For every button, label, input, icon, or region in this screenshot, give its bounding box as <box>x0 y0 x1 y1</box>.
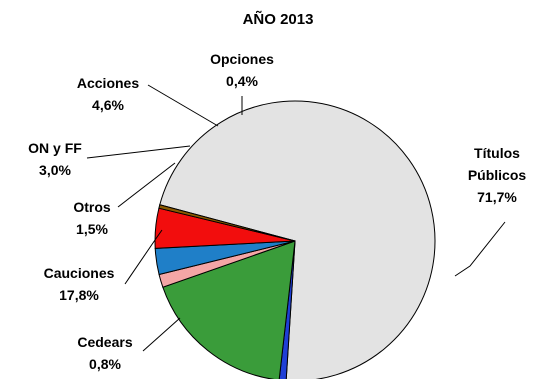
pie-slice-opciones <box>158 204 296 242</box>
slice-name-label: Cauciones <box>44 265 115 281</box>
leader-line-cauciones <box>124 229 163 285</box>
slice-label-opciones: Opciones 0,4% <box>210 51 274 89</box>
chart-title: AÑO 2013 <box>243 10 314 28</box>
slice-value-label: 0,8% <box>89 356 121 372</box>
slice-name-label: Públicos <box>468 167 527 183</box>
slice-name-label: Títulos <box>474 145 520 161</box>
leader-line-cedears <box>142 317 181 352</box>
leader-line-acciones <box>147 84 219 127</box>
slice-value-label: 4,6% <box>92 97 124 113</box>
leader-line-on-y-ff <box>86 145 191 159</box>
slice-label-on-y-ff: ON y FF 3,0% <box>28 140 82 178</box>
pie-slice-cauciones <box>162 240 296 379</box>
slice-value-label: 0,4% <box>226 73 258 89</box>
slice-label-t-tulos-p-blicos: Títulos Públicos 71,7% <box>468 145 527 205</box>
slice-name-label: Acciones <box>77 75 139 91</box>
slice-label-cauciones: Cauciones 17,8% <box>44 265 115 303</box>
slice-value-label: 17,8% <box>59 287 99 303</box>
pie-slice-t-tulos-p-blicos <box>159 100 436 379</box>
slice-value-label: 71,7% <box>477 189 517 205</box>
slice-name-label: Cedears <box>77 334 132 350</box>
leader-line-otros <box>117 162 176 208</box>
slice-value-label: 1,5% <box>76 221 108 237</box>
slice-name-label: ON y FF <box>28 140 82 156</box>
leader-line-t-tulos-p-blicos <box>454 221 506 277</box>
slice-label-cedears: Cedears 0,8% <box>77 334 132 372</box>
slice-label-otros: Otros 1,5% <box>73 199 111 237</box>
slice-label-acciones: Acciones 4,6% <box>77 75 139 113</box>
slice-value-label: 3,0% <box>39 162 71 178</box>
slice-name-label: Opciones <box>210 51 274 67</box>
slice-name-label: Otros <box>73 199 111 215</box>
